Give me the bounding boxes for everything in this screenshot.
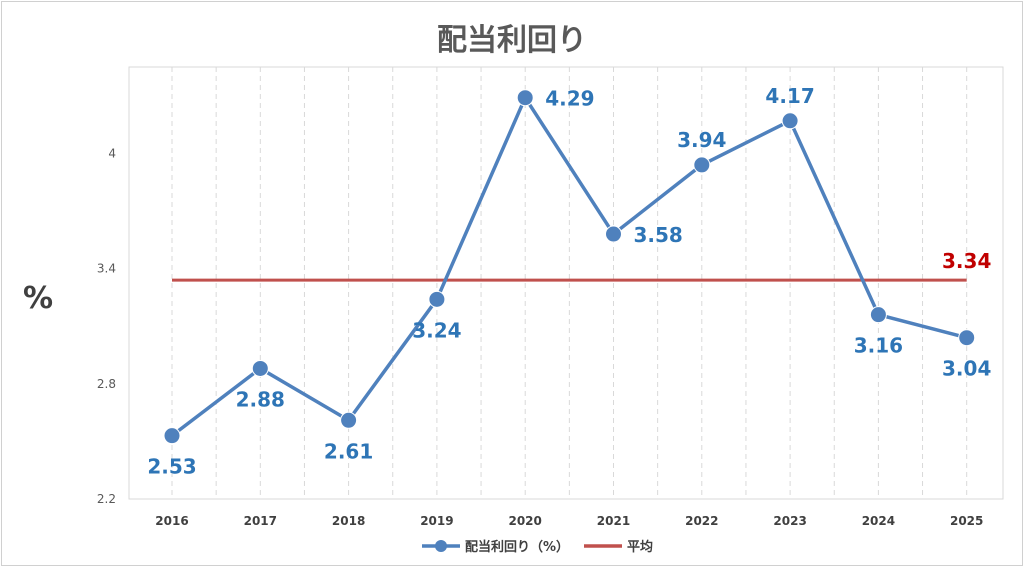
yield-point <box>340 411 358 429</box>
x-tick-label: 2017 <box>244 514 277 528</box>
gridlines <box>171 67 968 499</box>
yield-data-label: 3.04 <box>942 357 991 381</box>
yield-point <box>693 156 711 174</box>
x-tick-label: 2025 <box>950 514 983 528</box>
x-tick-label: 2019 <box>420 514 453 528</box>
yield-point <box>958 329 976 347</box>
legend: 配当利回り（%） 平均 <box>422 539 653 555</box>
yield-data-label: 2.53 <box>147 455 196 479</box>
average-value-label: 3.34 <box>942 249 991 273</box>
yield-point <box>163 427 181 445</box>
yield-data-label: 4.29 <box>545 87 594 111</box>
x-tick-label: 2021 <box>597 514 630 528</box>
plot-area <box>128 66 1004 500</box>
yield-data-label: 3.24 <box>412 318 461 342</box>
yield-data-label: 3.16 <box>854 334 903 358</box>
y-tick-label: 2.8 <box>97 377 116 391</box>
x-tick-label: 2023 <box>773 514 806 528</box>
yield-point <box>428 290 446 308</box>
y-axis-title: % <box>23 281 53 316</box>
series-layer: 3.34 2.53 2.88 2.61 3.24 4.29 3.58 3.94 4.17 3.16… <box>147 84 991 479</box>
yield-point <box>251 359 269 377</box>
legend-marker-yield <box>435 540 447 552</box>
yield-data-label: 3.58 <box>634 223 683 247</box>
yield-data-label: 4.17 <box>765 84 814 108</box>
legend-label-average: 平均 <box>627 539 653 555</box>
yield-point <box>869 306 887 324</box>
yield-data-label: 3.94 <box>677 128 726 152</box>
yield-data-label: 2.61 <box>324 439 373 463</box>
chart-title: 配当利回り <box>437 23 587 58</box>
x-tick-label: 2020 <box>508 514 541 528</box>
yield-point <box>605 225 622 243</box>
y-tick-label: 4 <box>108 146 116 160</box>
y-axis-ticks: 2.2 2.8 3.4 4 <box>97 146 116 506</box>
x-tick-label: 2018 <box>332 514 365 528</box>
x-axis-ticks: 2016 2017 2018 2019 2020 2021 2022 2023 2024 2025 <box>155 514 983 528</box>
yield-point <box>781 112 799 130</box>
y-tick-label: 2.2 <box>97 492 116 506</box>
x-tick-label: 2016 <box>155 514 188 528</box>
yield-point <box>516 89 534 107</box>
legend-label-yield: 配当利回り（%） <box>465 539 569 555</box>
y-tick-label: 3.4 <box>97 262 116 276</box>
x-tick-label: 2024 <box>862 514 895 528</box>
x-tick-label: 2022 <box>685 514 718 528</box>
yield-series-line <box>170 95 968 438</box>
yield-data-label: 2.88 <box>236 387 285 411</box>
